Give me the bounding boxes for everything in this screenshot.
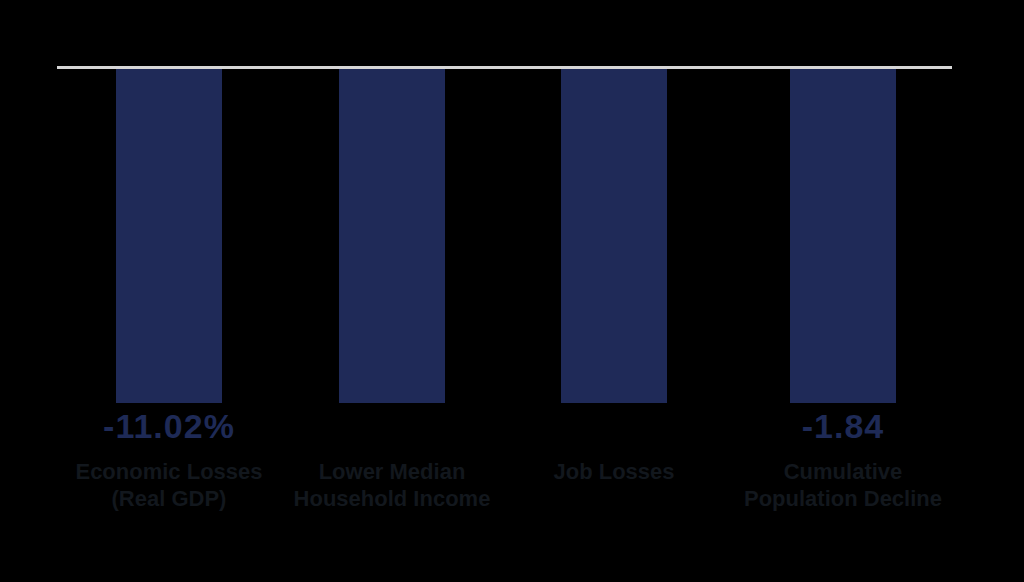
bar-chart: -11.02% Economic Losses (Real GDP) Lower…: [0, 0, 1024, 582]
category-label-cumulative-population-decline: Cumulative Population Decline: [744, 458, 942, 512]
bar-lower-median-household-income: [339, 69, 445, 403]
bar-column-lower-median-household-income: Lower Median Household Income: [272, 69, 512, 512]
bar-economic-losses: [116, 69, 222, 403]
category-label-line2: (Real GDP): [75, 485, 262, 512]
bar-column-cumulative-population-decline: -1.84 Cumulative Population Decline: [723, 69, 963, 512]
category-label-line1: Lower Median: [294, 458, 491, 485]
bar-column-job-losses: Job Losses: [494, 69, 734, 485]
bar-job-losses: [561, 69, 667, 403]
value-label-economic-losses: -11.02%: [103, 406, 235, 446]
category-label-job-losses: Job Losses: [553, 458, 674, 485]
value-label-cumulative-population-decline: -1.84: [802, 406, 885, 446]
category-label-line2: Population Decline: [744, 485, 942, 512]
category-label-line2: Household Income: [294, 485, 491, 512]
category-label-economic-losses: Economic Losses (Real GDP): [75, 458, 262, 512]
category-label-lower-median-household-income: Lower Median Household Income: [294, 458, 491, 512]
bar-cumulative-population-decline: [790, 69, 896, 403]
bar-column-economic-losses: -11.02% Economic Losses (Real GDP): [49, 69, 289, 512]
category-label-line1: Cumulative: [744, 458, 942, 485]
category-label-line1: Job Losses: [553, 458, 674, 485]
category-label-line1: Economic Losses: [75, 458, 262, 485]
